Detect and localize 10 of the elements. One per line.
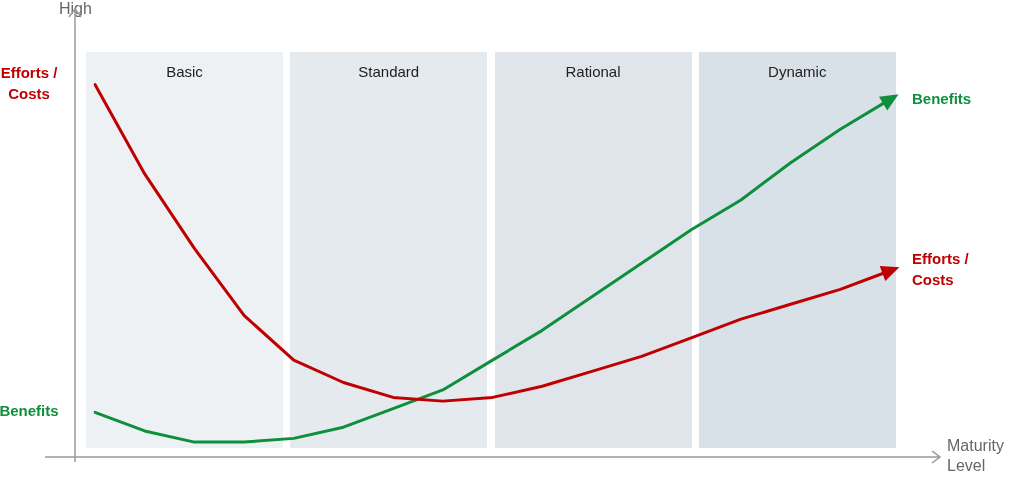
x-axis-title: Maturity Level	[947, 437, 1004, 475]
text: Benefits	[0, 402, 59, 420]
series-label: Efforts / Costs	[912, 250, 970, 289]
series-label: Benefits	[912, 89, 972, 107]
text: Dynamic	[767, 62, 828, 82]
y-axis-title: High	[59, 0, 92, 18]
text: Standard	[357, 62, 421, 82]
text: Efforts / Costs	[0, 64, 58, 103]
text: Basic	[165, 62, 204, 82]
text: Rational	[564, 62, 622, 82]
